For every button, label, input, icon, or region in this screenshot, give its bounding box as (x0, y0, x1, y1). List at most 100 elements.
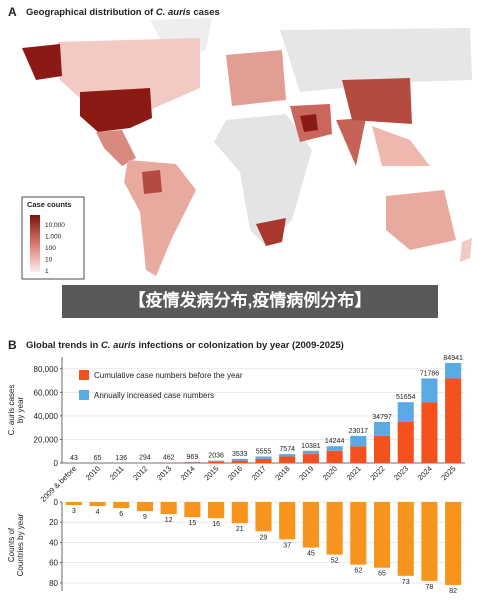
x-tick-label: 2021 (345, 464, 363, 482)
bar-segment (350, 446, 367, 463)
total-label: 969 (187, 454, 199, 461)
region (214, 114, 312, 246)
bar (255, 502, 272, 532)
bar (160, 502, 177, 515)
panel-label: B (8, 338, 17, 352)
title-part: Geographical distribution of (26, 7, 156, 18)
bar (326, 502, 343, 555)
bar-segment (279, 454, 296, 457)
value-label: 62 (354, 568, 362, 575)
bar (65, 502, 82, 506)
total-label: 14244 (325, 438, 345, 445)
value-label: 6 (119, 511, 123, 518)
y-tick-label: 40,000 (34, 412, 59, 421)
bar (421, 502, 438, 581)
total-label: 462 (163, 454, 175, 461)
total-label: 84941 (443, 355, 463, 362)
banner-text: 【疫情发病分布,疫情病例分布】 (129, 290, 372, 310)
world-map (21, 18, 472, 280)
region (142, 170, 162, 194)
legend-title: Case counts (27, 200, 72, 209)
x-tick-label: 2020 (321, 464, 339, 482)
panel-label: A (8, 5, 17, 19)
x-tick-label: 2024 (416, 464, 434, 482)
value-label: 12 (165, 517, 173, 524)
x-tick-label: 2018 (273, 464, 291, 482)
bar (136, 502, 154, 512)
y-tick-label: 80,000 (34, 365, 59, 374)
x-tick-label: 2016 (226, 464, 244, 482)
bar-segment (326, 450, 343, 463)
bar (279, 502, 296, 540)
y-axis-title: Countries by year (16, 513, 25, 576)
legend-label: 1 (45, 268, 49, 275)
total-label: 23017 (349, 428, 369, 435)
title-part: cases (191, 7, 220, 18)
bar (445, 502, 462, 585)
total-label: 294 (139, 455, 151, 462)
region (256, 218, 286, 246)
legend-label: Cumulative case numbers before the year (94, 371, 243, 380)
bar-segment (421, 402, 438, 463)
region (124, 160, 196, 276)
region (22, 44, 62, 80)
x-tick-label: 2022 (368, 464, 386, 482)
region (342, 78, 412, 124)
bar-segment (445, 378, 462, 463)
total-label: 34797 (372, 414, 392, 421)
value-label: 65 (378, 571, 386, 578)
bar-segment (255, 458, 272, 463)
total-label: 2036 (208, 453, 224, 460)
value-label: 3 (72, 508, 76, 515)
bar (397, 502, 414, 576)
bar-segment (184, 462, 201, 463)
y-tick-label: 20,000 (34, 435, 59, 444)
y-tick-label: 80 (49, 579, 58, 588)
bar-segment (373, 435, 391, 463)
y-tick-label: 0 (54, 498, 59, 507)
value-label: 29 (260, 534, 268, 541)
bar-segment (255, 456, 272, 459)
bar-segment (231, 460, 248, 463)
total-label: 71786 (420, 370, 440, 377)
x-tick-label: 2012 (131, 464, 149, 482)
y-tick-label: 60 (49, 559, 58, 568)
x-tick-label: 2017 (250, 464, 268, 482)
value-label: 9 (143, 514, 147, 521)
legend-label: 1,000 (45, 234, 62, 241)
total-label: 51654 (396, 394, 416, 401)
panel-title: Global trends in C. auris infections or … (26, 340, 344, 351)
region (386, 190, 456, 250)
y-axis-title: by year (16, 397, 25, 424)
bar (302, 502, 319, 548)
bar (208, 502, 225, 519)
y-tick-label: 20 (49, 518, 58, 527)
bar (373, 502, 391, 568)
bar-segment (373, 422, 391, 436)
title-part: C. auris (101, 340, 136, 351)
total-label: 10381 (301, 443, 321, 450)
y-tick-label: 40 (49, 538, 58, 547)
x-tick-label: 2023 (392, 464, 410, 482)
banner: 【疫情发病分布,疫情病例分布】 (62, 285, 438, 318)
region (300, 114, 318, 132)
value-label: 4 (96, 509, 100, 516)
title-part: infections or colonization by year (2009… (136, 340, 344, 351)
title-part: C. auris (156, 7, 191, 18)
value-label: 73 (402, 579, 410, 586)
x-tick-label: 2010 (84, 464, 102, 482)
x-tick-label: 2025 (439, 464, 457, 482)
region (226, 50, 286, 106)
total-label: 3533 (232, 451, 248, 458)
value-label: 16 (212, 521, 220, 528)
total-label: 136 (115, 455, 127, 462)
bar-segment (397, 422, 414, 463)
bar (113, 502, 130, 509)
region (336, 118, 366, 166)
y-axis-title: Counts of (7, 527, 16, 562)
bar-segment (421, 378, 438, 403)
total-label: 7574 (279, 446, 295, 453)
y-axis-title: C. auris cases (7, 385, 16, 436)
x-tick-label: 2014 (179, 464, 197, 482)
value-label: 45 (307, 551, 315, 558)
